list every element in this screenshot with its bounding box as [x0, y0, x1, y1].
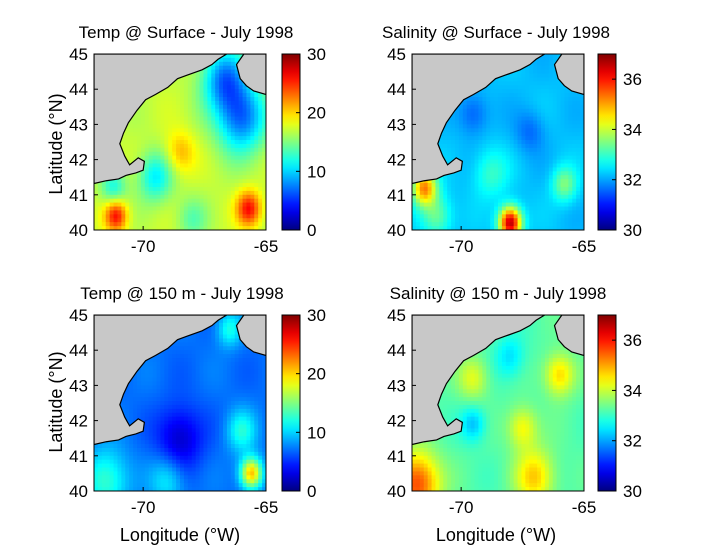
map-frame	[411, 314, 585, 492]
map-area: 40 41 42 43 44 45 -70 -65	[387, 306, 596, 517]
colorbar: 30 32 34 36	[597, 314, 642, 501]
x-tick-label: -65	[254, 498, 279, 517]
landmass	[94, 54, 228, 185]
map-area: 40 41 42 43 44 45 -70 -65	[387, 45, 596, 256]
landmass	[94, 315, 228, 446]
y-tick-label: 45	[387, 306, 406, 325]
x-tick-label: -70	[131, 498, 156, 517]
landmass-nova-scotia	[235, 54, 266, 96]
x-tick-label: -70	[449, 237, 474, 256]
colorbar: 0 10 20 30	[281, 306, 326, 501]
panel-temp-surface: Temp @ Surface - July 1998 40 41 42 43 44 45 -…	[69, 23, 326, 256]
colorbar-tick-label: 30	[307, 45, 326, 64]
x-tick-label: -65	[572, 498, 597, 517]
colorbar-tick-label: 0	[307, 221, 316, 240]
colorbar-gradient	[281, 314, 301, 492]
x-tick-label: -70	[449, 498, 474, 517]
colorbar-gradient	[597, 314, 617, 492]
map-frame	[93, 314, 267, 492]
panel-salinity-surface: Salinity @ Surface - July 1998 404142434…	[382, 23, 642, 256]
x-tick-label: -65	[254, 237, 279, 256]
y-tick-label: 44	[69, 80, 88, 99]
panel-salinity-150m: Salinity @ 150 m - July 1998 40414243444…	[387, 284, 642, 517]
colorbar-tick-label: 36	[623, 70, 642, 89]
landmass-nova-scotia	[553, 54, 584, 96]
map-frame	[93, 53, 267, 231]
x-axis-label: Longitude (°W)	[436, 525, 556, 545]
landmass	[412, 54, 546, 185]
x-axis-label: Longitude (°W)	[120, 525, 240, 545]
colorbar: 0 10 20 30	[281, 45, 326, 240]
colorbar-tick-label: 36	[623, 331, 642, 350]
colorbar-tick-label: 30	[623, 221, 642, 240]
colorbar-tick-label: 20	[307, 365, 326, 384]
y-tick-label: 41	[387, 447, 406, 466]
panel-title: Salinity @ Surface - July 1998	[382, 23, 610, 42]
y-tick-label: 40	[387, 221, 406, 240]
y-tick-label: 40	[387, 482, 406, 501]
colorbar-tick-label: 30	[623, 482, 642, 501]
y-tick-label: 42	[69, 151, 88, 170]
y-axis-label: Latitude (°N)	[46, 93, 66, 194]
landmass-nova-scotia	[235, 315, 266, 357]
y-tick-label: 40	[69, 221, 88, 240]
y-tick-label: 43	[387, 376, 406, 395]
y-tick-label: 42	[69, 412, 88, 431]
y-tick-label: 41	[69, 186, 88, 205]
y-tick-label: 40	[69, 482, 88, 501]
panel-title: Temp @ 150 m - July 1998	[80, 284, 283, 303]
y-tick-label: 44	[69, 341, 88, 360]
y-tick-label: 45	[69, 306, 88, 325]
colorbar-tick-label: 34	[623, 120, 642, 139]
colorbar-tick-label: 34	[623, 381, 642, 400]
y-tick-label: 45	[387, 45, 406, 64]
x-tick-label: -70	[131, 237, 156, 256]
colorbar-tick-label: 10	[307, 162, 326, 181]
y-tick-label: 43	[69, 376, 88, 395]
y-tick-label: 42	[387, 151, 406, 170]
panel-title: Salinity @ 150 m - July 1998	[390, 284, 607, 303]
colorbar-tick-label: 20	[307, 104, 326, 123]
y-tick-label: 41	[69, 447, 88, 466]
y-tick-label: 43	[69, 115, 88, 134]
landmass-nova-scotia	[553, 315, 584, 357]
y-axis-label: Latitude (°N)	[46, 351, 66, 452]
map-frame	[411, 53, 585, 231]
colorbar: 30 32 34 36	[597, 53, 642, 240]
panel-title: Temp @ Surface - July 1998	[79, 23, 294, 42]
y-tick-label: 42	[387, 412, 406, 431]
y-tick-label: 43	[387, 115, 406, 134]
colorbar-tick-label: 0	[307, 482, 316, 501]
colorbar-gradient	[597, 53, 617, 231]
x-tick-label: -65	[572, 237, 597, 256]
colorbar-gradient	[281, 53, 301, 231]
colorbar-tick-label: 32	[623, 432, 642, 451]
map-area: 40 41 42 43 44 45 -70 -65	[69, 306, 278, 517]
colorbar-tick-label: 30	[307, 306, 326, 325]
panel-temp-150m: Temp @ 150 m - July 1998 40 41 42 43 44 45 -70…	[69, 284, 326, 517]
colorbar-tick-label: 32	[623, 171, 642, 190]
y-tick-label: 44	[387, 80, 406, 99]
y-tick-label: 45	[69, 45, 88, 64]
colorbar-tick-label: 10	[307, 423, 326, 442]
landmass	[412, 315, 546, 446]
map-area: 40 41 42 43 44 45 -70 -65	[69, 45, 278, 256]
y-tick-label: 44	[387, 341, 406, 360]
y-tick-label: 41	[387, 186, 406, 205]
